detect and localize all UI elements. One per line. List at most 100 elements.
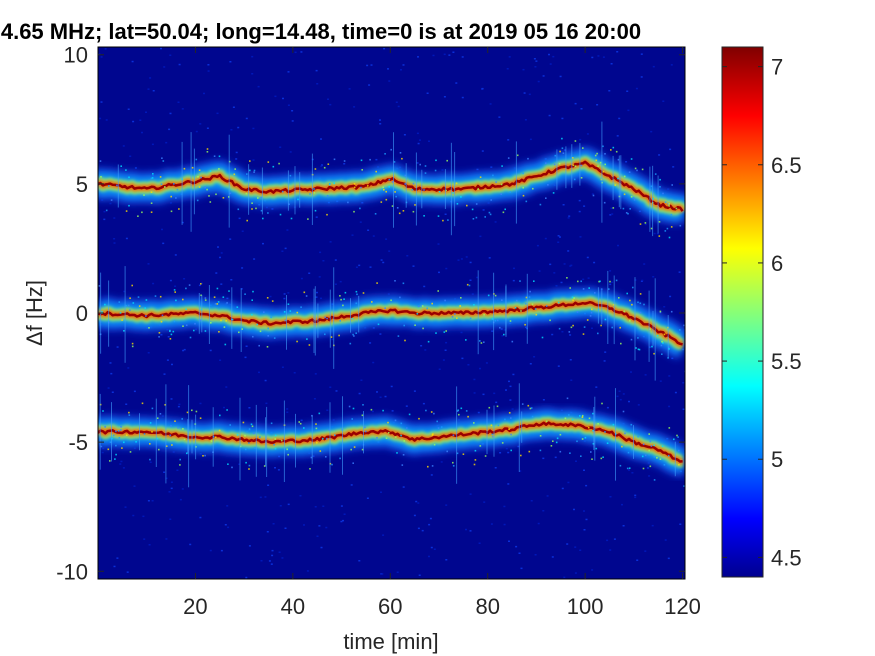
band-speck xyxy=(219,414,221,417)
band-speck xyxy=(639,302,642,305)
band-speck xyxy=(552,192,555,194)
noise-speck xyxy=(559,236,561,238)
band-speck xyxy=(186,411,189,414)
band-speck xyxy=(396,207,399,209)
noise-speck xyxy=(262,242,264,245)
band-speck xyxy=(109,460,111,462)
band-speck xyxy=(308,344,311,346)
band-speck xyxy=(480,342,483,344)
band-speck xyxy=(254,447,256,449)
noise-speck xyxy=(413,514,416,517)
band-speck xyxy=(105,209,108,212)
band-speck xyxy=(668,205,670,207)
noise-speck xyxy=(169,279,172,282)
band-speck xyxy=(229,192,232,195)
noise-speck xyxy=(473,378,476,381)
colorbar xyxy=(721,46,764,578)
noise-speck xyxy=(433,548,436,550)
noise-speck xyxy=(179,498,182,501)
noise-speck xyxy=(579,549,582,551)
band-speck xyxy=(653,479,656,481)
noise-speck xyxy=(506,68,509,70)
band-speck xyxy=(204,297,207,299)
noise-speck xyxy=(536,244,539,247)
band-speck xyxy=(119,312,122,314)
band-speck xyxy=(324,316,326,319)
noise-speck xyxy=(253,258,256,260)
band-speck xyxy=(164,404,166,406)
band-speck xyxy=(561,147,564,149)
band-speck xyxy=(125,169,127,171)
band-speck xyxy=(333,158,336,161)
band-speck xyxy=(621,445,623,448)
band-speck xyxy=(355,302,358,305)
band-speck xyxy=(403,324,405,327)
band-speck xyxy=(199,417,202,419)
band-speck xyxy=(102,410,104,412)
band-speck xyxy=(522,186,524,189)
band-speck xyxy=(539,435,542,437)
band-speck xyxy=(255,207,257,210)
noise-speck xyxy=(608,90,611,92)
noise-speck xyxy=(252,127,255,130)
band-speck xyxy=(414,324,416,326)
noise-speck xyxy=(227,526,230,529)
noise-speck xyxy=(507,451,510,454)
band-speck xyxy=(206,151,209,153)
band-speck xyxy=(423,189,425,191)
band-speck xyxy=(258,344,260,347)
band-speck xyxy=(270,422,273,425)
noise-speck xyxy=(283,297,286,300)
band-speck xyxy=(109,441,112,443)
noise-speck xyxy=(561,331,564,333)
band-speck xyxy=(489,213,492,216)
noise-speck xyxy=(224,524,227,526)
noise-speck xyxy=(669,295,672,298)
band-speck xyxy=(299,422,302,425)
band-speck xyxy=(532,187,534,190)
noise-speck xyxy=(646,467,649,469)
noise-speck xyxy=(367,229,370,231)
noise-speck xyxy=(387,293,390,295)
noise-speck xyxy=(182,349,185,352)
noise-speck xyxy=(609,270,612,272)
band-speck xyxy=(597,332,599,335)
band-speck xyxy=(401,464,404,466)
band-speck xyxy=(408,413,411,416)
band-speck xyxy=(244,448,247,451)
band-speck xyxy=(604,318,607,321)
noise-speck xyxy=(448,54,451,56)
band-speck xyxy=(660,344,663,347)
noise-speck xyxy=(169,112,172,115)
noise-speck xyxy=(553,272,556,274)
band-speck xyxy=(521,403,524,405)
colorbar-tick-label: 6.5 xyxy=(771,153,802,178)
band-speck xyxy=(316,441,318,444)
band-speck xyxy=(591,308,593,311)
noise-speck xyxy=(181,488,184,490)
band-speck xyxy=(339,457,341,460)
band-speck xyxy=(315,427,318,430)
band-speck xyxy=(658,221,661,223)
band-speck xyxy=(193,329,195,332)
band-speck xyxy=(469,317,472,320)
noise-speck xyxy=(477,411,480,414)
band-speck xyxy=(185,324,188,327)
band-speck xyxy=(218,168,220,170)
band-speck xyxy=(227,463,229,465)
band-speck xyxy=(588,417,591,420)
band-speck xyxy=(374,213,377,215)
band-speck xyxy=(459,305,461,307)
noise-speck xyxy=(476,168,479,171)
band-speck xyxy=(183,167,186,170)
band-speck xyxy=(533,280,535,282)
noise-speck xyxy=(181,108,184,110)
noise-speck xyxy=(283,293,286,295)
noise-speck xyxy=(238,217,241,220)
noise-speck xyxy=(627,109,630,112)
band-speck xyxy=(339,320,341,322)
band-speck xyxy=(351,418,353,420)
noise-speck xyxy=(423,285,426,288)
band-speck xyxy=(573,178,576,181)
noise-speck xyxy=(498,116,501,118)
